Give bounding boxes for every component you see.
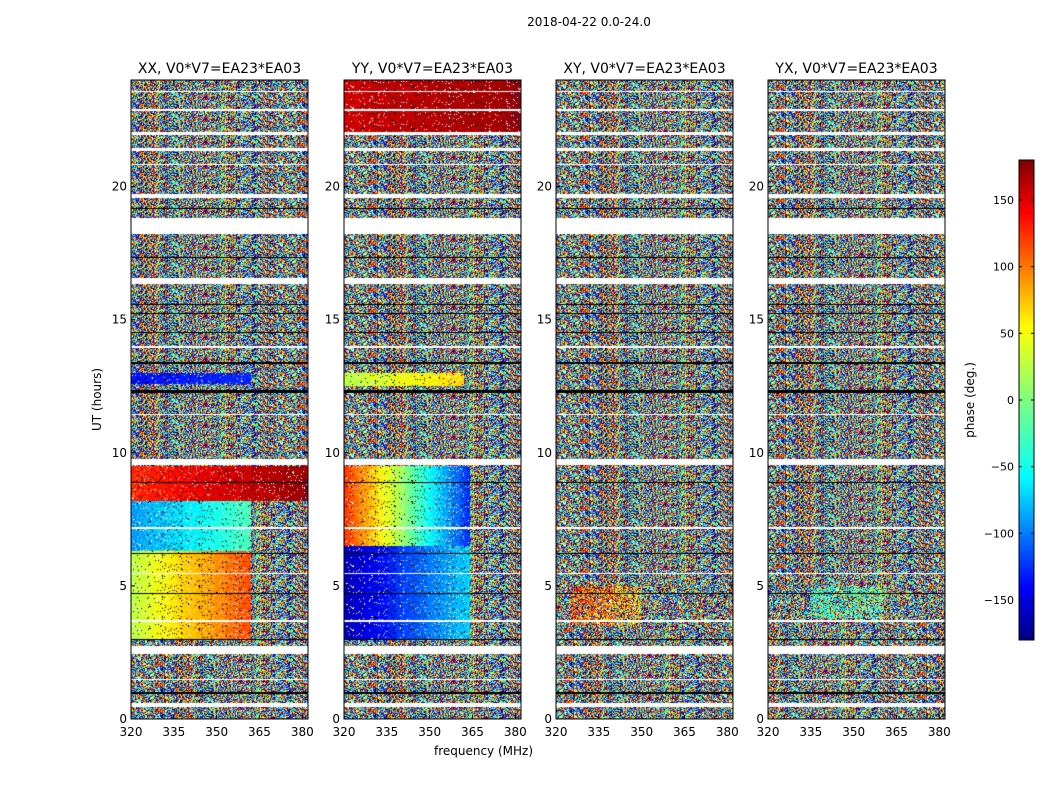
- plot-frame: [555, 79, 734, 720]
- colorbar-tick-label: −100: [984, 527, 1014, 540]
- panel-3: XY, V0*V7=EA23*EA03 320 335 350 365 380 0 5 10 15…: [537, 61, 739, 739]
- y-tick-label: 10: [537, 446, 552, 460]
- heatmap-canvas: [131, 80, 308, 719]
- heatmap-image: [768, 80, 945, 719]
- y-tick-label: 5: [119, 579, 127, 593]
- y-tick-label: 0: [544, 712, 552, 726]
- x-tick-label: 380: [291, 725, 314, 739]
- y-tick-label: 20: [112, 180, 127, 194]
- colorbar-tick-label: 50: [1000, 327, 1014, 340]
- x-tick-label: 350: [630, 725, 653, 739]
- y-tick-label: 0: [332, 712, 340, 726]
- heatmap-image: [344, 80, 521, 719]
- x-tick-label: 365: [673, 725, 696, 739]
- y-tick-label: 15: [537, 313, 552, 327]
- colorbar-tick-label: −50: [991, 461, 1014, 474]
- x-tick-label: 350: [205, 725, 228, 739]
- x-tick-label: 335: [587, 725, 610, 739]
- x-tick-label: 380: [504, 725, 527, 739]
- panel-title: XX, V0*V7=EA23*EA03: [138, 61, 301, 77]
- y-tick-label: 5: [332, 579, 340, 593]
- colorbar-tick-label: 0: [1007, 394, 1014, 407]
- x-tick-label: 365: [461, 725, 484, 739]
- y-tick-label: 5: [756, 579, 764, 593]
- y-tick-label: 20: [537, 180, 552, 194]
- y-tick-label: 0: [119, 712, 127, 726]
- colorbar: −150 −100 −50 0 50 100 150 phase (deg.): [963, 159, 1035, 641]
- y-tick-label: 10: [112, 446, 127, 460]
- y-tick-label: 0: [756, 712, 764, 726]
- y-tick-label: 20: [325, 180, 340, 194]
- x-tick-label: 380: [716, 725, 739, 739]
- heatmap-image: [131, 80, 308, 719]
- x-axis-label: frequency (MHz): [434, 744, 533, 758]
- y-tick-label: 10: [749, 446, 764, 460]
- colorbar-tick-label: 150: [993, 194, 1014, 207]
- colorbar-ticks: −150 −100 −50 0 50 100 150: [984, 194, 1034, 607]
- x-tick-label: 335: [375, 725, 398, 739]
- x-tick-label: 365: [885, 725, 908, 739]
- y-tick-label: 20: [749, 180, 764, 194]
- x-tick-label: 335: [162, 725, 185, 739]
- y-axis-label: UT (hours): [90, 368, 104, 431]
- x-tick-label: 380: [928, 725, 951, 739]
- heatmap-image: [556, 80, 733, 719]
- x-tick-label: 320: [545, 725, 568, 739]
- plot-frame: [767, 79, 946, 720]
- panel-1: XX, V0*V7=EA23*EA03 320 335 350 365 380 0 5 10 15…: [90, 61, 314, 739]
- heatmap-canvas: [344, 80, 521, 719]
- panel-title: YY, V0*V7=EA23*EA03: [351, 61, 513, 77]
- x-tick-label: 335: [799, 725, 822, 739]
- panel-2: YY, V0*V7=EA23*EA03 320 335 350 365 380 0 5 10 15…: [325, 61, 533, 758]
- figure-suptitle: 2018-04-22 0.0-24.0: [527, 15, 651, 29]
- panel-title: XY, V0*V7=EA23*EA03: [563, 61, 725, 77]
- x-tick-label: 320: [120, 725, 143, 739]
- x-tick-label: 350: [842, 725, 865, 739]
- colorbar-tick-label: 100: [993, 261, 1014, 274]
- y-tick-label: 15: [325, 313, 340, 327]
- colorbar-tick-label: −150: [984, 594, 1014, 607]
- colorbar-label: phase (deg.): [963, 362, 977, 438]
- y-tick-label: 5: [544, 579, 552, 593]
- panel-title: YX, V0*V7=EA23*EA03: [774, 61, 937, 77]
- heatmap-canvas: [768, 80, 945, 719]
- panel-4: YX, V0*V7=EA23*EA03 320 335 350 365 380 0 5 10 15…: [749, 61, 951, 739]
- y-tick-label: 15: [112, 313, 127, 327]
- x-tick-label: 320: [757, 725, 780, 739]
- y-tick-label: 10: [325, 446, 340, 460]
- x-tick-label: 350: [418, 725, 441, 739]
- plot-frame: [130, 79, 309, 720]
- plot-frame: [343, 79, 522, 720]
- x-tick-label: 365: [248, 725, 271, 739]
- x-tick-label: 320: [333, 725, 356, 739]
- y-tick-label: 15: [749, 313, 764, 327]
- panels: XX, V0*V7=EA23*EA03 320 335 350 365 380 0 5 10 15…: [90, 61, 951, 758]
- heatmap-canvas: [556, 80, 733, 719]
